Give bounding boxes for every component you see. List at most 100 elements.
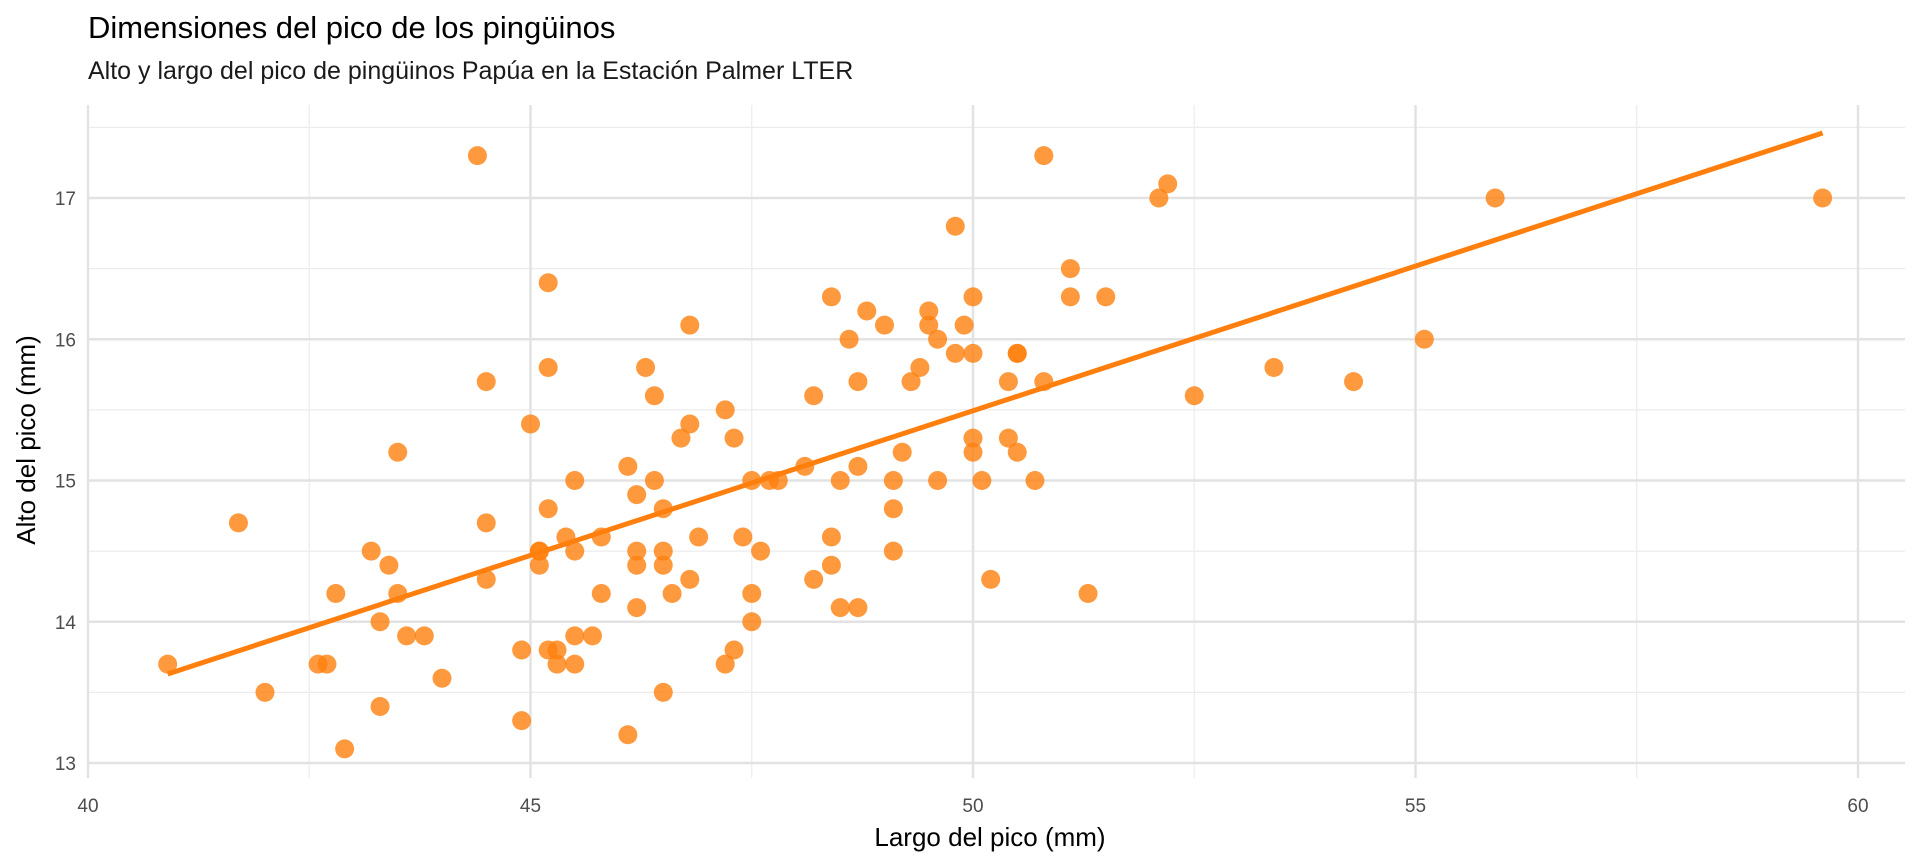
data-point [821, 287, 841, 307]
data-point [751, 541, 771, 561]
data-points [158, 146, 1833, 759]
data-point [875, 315, 894, 335]
data-point [901, 372, 921, 392]
y-tick-label: 16 [55, 330, 76, 351]
data-point [1007, 442, 1027, 462]
data-point [476, 513, 496, 533]
data-point [1096, 287, 1116, 307]
data-point [512, 711, 532, 731]
data-point [476, 372, 496, 392]
data-point [742, 584, 762, 603]
x-tick-label: 40 [77, 796, 98, 817]
data-point [432, 668, 452, 688]
data-point [963, 343, 983, 363]
data-point [821, 555, 841, 575]
data-point [883, 499, 903, 519]
data-point [928, 471, 948, 490]
data-point [998, 372, 1018, 392]
data-point [998, 428, 1018, 448]
data-point [1149, 188, 1169, 208]
data-point [565, 654, 585, 674]
data-point [963, 428, 983, 448]
data-point [733, 527, 753, 547]
data-point [388, 442, 408, 462]
data-point [954, 315, 974, 335]
data-point [848, 456, 868, 476]
data-point [565, 471, 585, 490]
y-axis-title: Alto del pico (mm) [11, 335, 41, 545]
data-point [715, 654, 735, 674]
data-point [370, 612, 390, 632]
data-point [919, 301, 939, 321]
data-point [804, 386, 824, 406]
data-point [582, 626, 602, 646]
data-point [724, 428, 744, 448]
data-point [804, 569, 824, 589]
y-tick-label: 13 [55, 754, 76, 775]
data-point [892, 442, 912, 462]
data-point [1813, 188, 1833, 208]
data-point [1344, 372, 1364, 392]
data-point [476, 569, 496, 589]
data-point [335, 739, 355, 759]
data-point [521, 414, 540, 434]
data-point [538, 358, 558, 377]
data-point [228, 513, 248, 533]
data-point [1007, 343, 1027, 363]
minor-gridlines [88, 105, 1905, 778]
data-point [1060, 287, 1080, 307]
data-point [689, 527, 709, 547]
data-point [565, 541, 585, 561]
data-point [397, 626, 417, 646]
data-point [653, 682, 673, 702]
data-point [627, 485, 647, 505]
data-point [556, 527, 576, 547]
data-point [972, 471, 992, 490]
data-point [361, 541, 381, 561]
data-point [768, 471, 788, 490]
data-point [945, 343, 965, 363]
data-point [848, 372, 868, 392]
data-point [795, 456, 815, 476]
data-point [627, 598, 647, 618]
data-point [1034, 146, 1054, 166]
data-point [538, 273, 558, 293]
data-point [591, 584, 611, 603]
data-point [883, 471, 903, 490]
data-point [618, 725, 638, 745]
data-point [1034, 372, 1054, 392]
data-point [1060, 259, 1080, 279]
x-tick-label: 60 [1847, 796, 1868, 817]
data-point [317, 654, 337, 674]
y-tick-label: 17 [55, 189, 76, 210]
data-point [547, 654, 567, 674]
data-point [644, 471, 664, 490]
data-point [379, 555, 399, 575]
data-point [636, 358, 656, 377]
data-point [565, 626, 585, 646]
data-point [370, 697, 390, 716]
data-point [839, 329, 859, 349]
data-point [830, 598, 850, 618]
data-point [1078, 584, 1098, 603]
data-point [529, 555, 549, 575]
data-point [1264, 358, 1284, 377]
data-point [857, 301, 877, 321]
data-point [618, 456, 638, 476]
data-point [653, 499, 673, 519]
data-point [529, 541, 549, 561]
y-axis-ticks: 13 14 15 16 17 [55, 189, 77, 775]
data-point [680, 315, 700, 335]
data-point [512, 640, 532, 660]
data-point [742, 471, 762, 490]
data-point [883, 541, 903, 561]
data-point [742, 612, 762, 632]
data-point [414, 626, 434, 646]
data-point [1485, 188, 1505, 208]
data-point [821, 527, 841, 547]
data-point [830, 471, 850, 490]
data-point [928, 329, 948, 349]
major-gridlines [86, 105, 1905, 778]
data-point [963, 442, 983, 462]
